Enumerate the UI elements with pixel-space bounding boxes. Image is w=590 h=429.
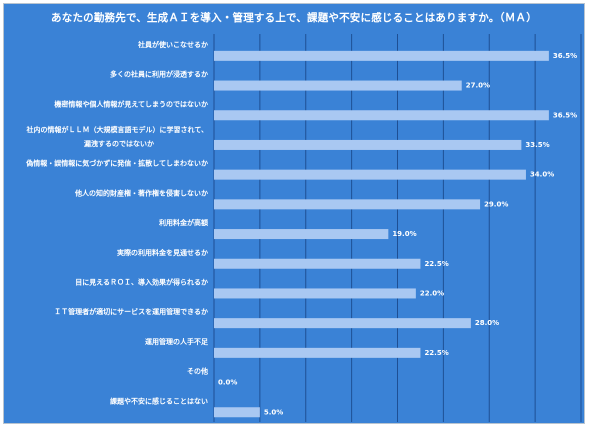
bar [214,169,526,180]
category-label: 多くの社員に利用が浸透するか [110,70,208,79]
value-label: 19.0% [392,230,416,238]
bar-chart: 社員が使いこなせるか 36.5% 多くの社員に利用が浸透するか 27.0% 機密情報や個… [25,34,582,422]
value-label: 36.5% [553,111,577,119]
value-label: 22.5% [424,260,448,268]
value-label: 33.5% [525,141,549,149]
bar [214,50,549,61]
bar [214,139,522,150]
chart-title: あなたの勤務先で、生成ＡＩを導入・管理する上で、課題や不安に感じることはあります… [51,12,537,24]
category-label: 社内の情報がＬＬＭ（大規模言語モデル）に学習されて、漏洩するのではないか [26,125,208,148]
category-label: 偽情報・誤情報に気づかずに発信・拡散してしまわないか [25,159,208,168]
category-label: その他 [187,367,208,376]
category-label: ＩＴ管理者が適切にサービスを運用管理できるか [54,307,208,316]
bar [214,347,421,358]
value-label: 22.0% [420,289,444,297]
category-label: 機密情報や個人情報が見えてしまうのではないか [54,99,208,108]
bar [214,318,471,329]
category-label: 実際の利用料金を見通せるか [117,248,208,257]
category-label: 目に見えるＲＯＩ、導入効果が得られるか [75,277,208,286]
bar [214,258,421,269]
bar [214,80,462,91]
value-label: 29.0% [484,200,508,208]
bar [214,407,260,418]
category-label: 他人の知的財産権・著作権を侵害しないか [74,188,208,197]
bar [214,110,549,121]
category-label: 利用料金が高額 [159,218,208,227]
value-label: 34.0% [530,171,554,179]
category-label: 社員が使いこなせるか [137,40,208,49]
category-label: 運用管理の人手不足 [145,337,209,346]
value-label: 22.5% [424,349,448,357]
bar [214,288,416,299]
value-label: 0.0% [218,379,237,387]
bar [214,199,481,210]
category-label: 課題や不安に感じることはない [110,396,208,405]
value-label: 27.0% [466,82,490,90]
bar [214,229,389,240]
value-label: 5.0% [264,408,283,416]
value-label: 28.0% [475,319,499,327]
value-label: 36.5% [553,52,577,60]
chart-frame: あなたの勤務先で、生成ＡＩを導入・管理する上で、課題や不安に感じることはあります… [3,3,585,424]
